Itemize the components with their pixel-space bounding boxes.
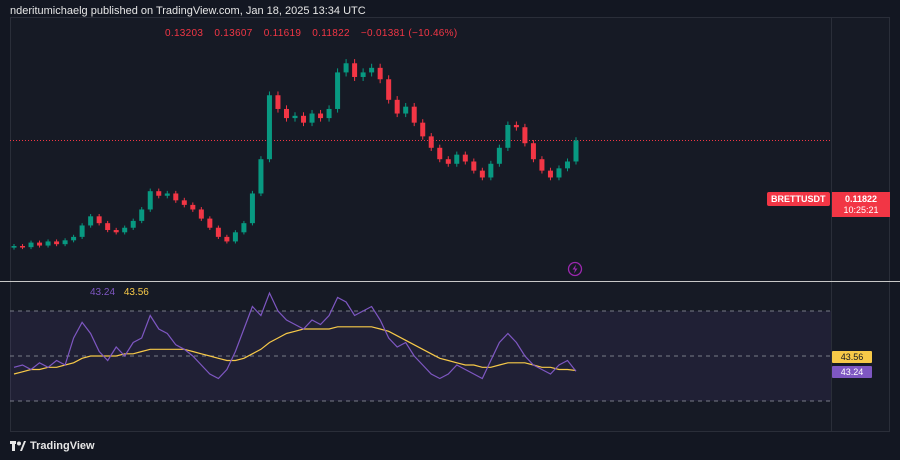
rsi-ma-axis-tag: 43.56 xyxy=(832,351,872,363)
ohlc-low: 0.11619 xyxy=(263,28,302,39)
candle-body xyxy=(530,143,536,160)
last-price-tag: 0.11822 10:25:21 xyxy=(832,192,890,217)
candle-body xyxy=(164,193,170,196)
candle-body xyxy=(11,246,17,248)
candle-body xyxy=(232,232,238,242)
pane-separator[interactable] xyxy=(0,281,900,282)
candle-body xyxy=(556,168,562,178)
rsi-line xyxy=(13,291,577,380)
lightning-icon[interactable] xyxy=(567,261,583,277)
rsi-legend-value: 43.24 xyxy=(90,287,116,298)
candle-body xyxy=(411,106,417,123)
rsi-ma-line xyxy=(13,326,577,375)
candle-body xyxy=(249,193,255,224)
candle-body xyxy=(394,99,400,114)
candle-body xyxy=(326,108,332,119)
candle-body xyxy=(318,113,324,119)
candle-body xyxy=(462,154,468,162)
candle-body xyxy=(181,200,187,205)
ohlc-open: 0.13203 xyxy=(165,28,204,39)
candle-body xyxy=(62,240,68,245)
candle-body xyxy=(547,170,553,178)
candle-body xyxy=(420,122,426,137)
candle-body xyxy=(386,79,392,100)
candle-body xyxy=(88,216,94,226)
bar-countdown: 10:25:21 xyxy=(843,205,879,215)
candle-body xyxy=(360,72,366,77)
candle-body xyxy=(241,223,247,233)
candle-body xyxy=(45,241,51,246)
candle-body xyxy=(522,127,528,144)
candle-body xyxy=(198,209,204,219)
candle-body xyxy=(573,140,579,162)
candle-body xyxy=(428,136,434,148)
candle-body xyxy=(369,67,375,73)
tradingview-logo-icon xyxy=(10,441,26,451)
candle-body xyxy=(445,159,451,164)
candle-body xyxy=(122,227,128,233)
ohlc-change: −0.01381 (−10.46%) xyxy=(360,28,458,39)
candle-body xyxy=(335,72,341,109)
tradingview-brand: TradingView xyxy=(30,440,95,452)
candle-body xyxy=(173,193,179,201)
price-axis-divider xyxy=(831,17,832,432)
candle-body xyxy=(403,106,409,114)
candle-body xyxy=(37,242,43,246)
publisher-header: nderitumichaelg published on TradingView… xyxy=(10,5,366,17)
candle-body xyxy=(79,225,85,237)
candle-body xyxy=(564,161,570,169)
candle-body xyxy=(539,159,545,171)
candle-body xyxy=(377,67,383,80)
candle-body xyxy=(215,227,221,237)
candle-body xyxy=(496,147,502,164)
rsi-axis-tag: 43.24 xyxy=(832,366,872,378)
candle-body xyxy=(471,161,477,171)
candle-body xyxy=(139,209,145,221)
candle-body xyxy=(20,246,26,248)
candle-body xyxy=(54,241,60,245)
candle-body xyxy=(130,220,136,228)
candle-body xyxy=(28,242,34,248)
candle-body xyxy=(488,163,494,178)
candle-body xyxy=(309,113,315,123)
candle-body xyxy=(224,236,230,242)
candle-body xyxy=(190,204,196,210)
candle-body xyxy=(105,223,111,231)
candle-body xyxy=(352,63,358,77)
chart-area[interactable] xyxy=(10,17,890,432)
ohlc-legend: 0.13203 0.13607 0.11619 0.11822 −0.01381… xyxy=(165,28,466,39)
candle-body xyxy=(292,115,298,119)
candle-body xyxy=(437,147,443,160)
ohlc-high: 0.13607 xyxy=(214,28,253,39)
candle-body xyxy=(156,191,162,196)
rsi-ma-legend-value: 43.56 xyxy=(123,287,149,298)
candle-body xyxy=(283,108,289,119)
rsi-legend: 43.24 43.56 xyxy=(90,287,149,298)
candle-body xyxy=(505,124,511,148)
candle-body xyxy=(71,236,77,241)
candle-body xyxy=(113,230,119,233)
candle-body xyxy=(513,124,519,128)
candle-body xyxy=(266,95,272,160)
candle-body xyxy=(258,159,264,194)
candle-body xyxy=(275,95,281,109)
candle-body xyxy=(207,218,213,228)
candle-body xyxy=(479,170,485,178)
candle-body xyxy=(301,115,307,123)
symbol-label: BRETTUSDT xyxy=(767,192,830,206)
last-price-value: 0.11822 xyxy=(844,194,878,204)
candle-body xyxy=(96,216,102,224)
tradingview-logo[interactable]: TradingView xyxy=(10,440,95,452)
candle-body xyxy=(147,191,153,210)
candle-body xyxy=(343,63,349,73)
ohlc-close: 0.11822 xyxy=(312,28,350,39)
candle-body xyxy=(454,154,460,164)
